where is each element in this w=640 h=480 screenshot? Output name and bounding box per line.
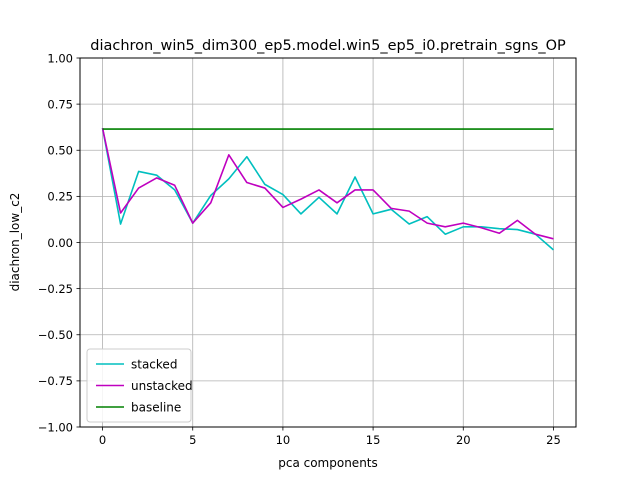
x-tick-label: 5	[189, 433, 196, 447]
series-lines	[101, 127, 554, 251]
legend-label-baseline: baseline	[131, 401, 181, 415]
x-tick-label: 15	[366, 433, 381, 447]
y-tick-label: −1.00	[38, 420, 73, 434]
x-tick-label: 10	[276, 433, 291, 447]
x-tick-label: 20	[456, 433, 471, 447]
x-tick-label: 25	[546, 433, 561, 447]
y-tick-label: 0.75	[47, 97, 73, 111]
chart-title: diachron_win5_dim300_ep5.model.win5_ep5_…	[90, 38, 566, 54]
x-axis-label: pca components	[278, 456, 378, 470]
legend-box	[86, 348, 192, 423]
legend: stacked unstacked baseline	[86, 348, 193, 423]
y-tick-label: −0.75	[38, 374, 73, 388]
x-tick-label: 0	[99, 433, 106, 447]
x-axis-ticks: 0 5 10 15 20 25	[99, 427, 561, 447]
y-axis-label: diachron_low_c2	[8, 193, 22, 292]
y-tick-label: 1.00	[47, 51, 73, 65]
y-tick-label: 0.00	[47, 236, 73, 250]
series-line-unstacked	[101, 127, 554, 240]
legend-label-unstacked: unstacked	[131, 379, 193, 393]
y-tick-label: 0.50	[47, 144, 73, 158]
y-axis-ticks: −1.00 −0.75 −0.50 −0.25 0.00 0.25 0.50 0.75 1.00	[38, 51, 80, 434]
grid	[80, 57, 576, 428]
series-line-stacked	[101, 127, 554, 251]
legend-label-stacked: stacked	[131, 358, 177, 372]
y-tick-label: −0.50	[38, 328, 73, 342]
y-tick-label: 0.25	[47, 190, 73, 204]
y-tick-label: −0.25	[38, 282, 73, 296]
